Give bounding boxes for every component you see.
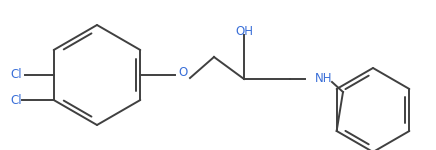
Text: Cl: Cl <box>10 93 22 106</box>
Text: O: O <box>178 66 187 80</box>
Text: Cl: Cl <box>10 69 22 81</box>
Text: OH: OH <box>235 25 253 38</box>
Text: NH: NH <box>315 72 333 84</box>
